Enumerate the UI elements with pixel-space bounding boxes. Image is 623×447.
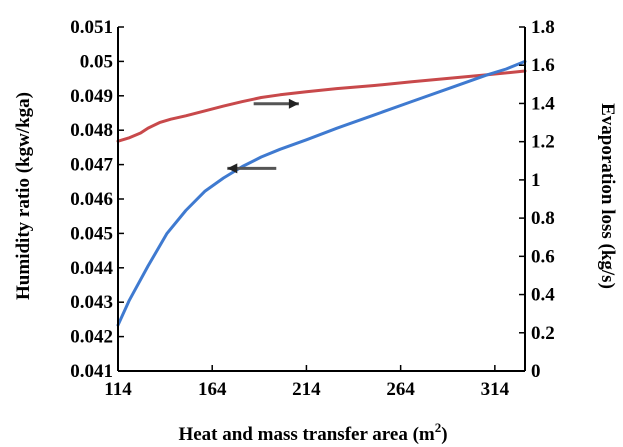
y-left-tick-label: 0.042: [70, 327, 113, 348]
y-left-tick-label: 0.044: [70, 258, 113, 279]
y-right-tick-label: 1.2: [531, 132, 555, 153]
y-right-axis-title: Evaporation loss (kg/s): [597, 103, 618, 289]
y-right-tick-label: 1.8: [531, 17, 555, 38]
axis-layer: Heat and mass transfer area (m2) Humidit…: [13, 17, 618, 445]
series-line-evaporation-loss: [116, 59, 527, 327]
annotation-arrow-head: [288, 98, 299, 109]
y-left-tick-label: 0.05: [80, 51, 113, 72]
x-tick-label: 114: [104, 379, 132, 400]
series-line-humidity-ratio: [116, 69, 527, 143]
y-right-tick-label: 1: [531, 170, 541, 191]
y-right-tick-label: 0.6: [531, 246, 555, 267]
y-left-tick-label: 0.049: [70, 86, 113, 107]
y-left-tick-label: 0.043: [70, 292, 113, 313]
y-left-tick-label: 0.045: [70, 223, 113, 244]
y-right-tick-label: 0: [531, 361, 541, 382]
plot-layer: [116, 59, 527, 327]
y-right-tick-label: 0.4: [531, 285, 555, 306]
y-left-tick-label: 0.047: [70, 155, 113, 176]
y-right-tick-label: 1.4: [531, 93, 555, 114]
y-left-tick-label: 0.046: [70, 189, 113, 210]
y-left-tick-label: 0.051: [70, 17, 113, 38]
y-left-tick-label: 0.048: [70, 120, 113, 141]
y-left-axis-title: Humidity ratio (kgw/kga): [13, 92, 34, 300]
x-tick-label: 164: [198, 379, 227, 400]
y-right-tick-label: 0.2: [531, 323, 555, 344]
x-tick-label: 264: [386, 379, 415, 400]
x-axis-title: Heat and mass transfer area (m2): [178, 420, 447, 445]
annotation-arrow-head: [227, 163, 238, 174]
x-tick-label: 214: [292, 379, 321, 400]
y-right-tick-label: 0.8: [531, 208, 555, 229]
y-left-tick-label: 0.041: [70, 361, 113, 382]
x-tick-label: 314: [481, 379, 510, 400]
y-right-tick-label: 1.6: [531, 55, 555, 76]
